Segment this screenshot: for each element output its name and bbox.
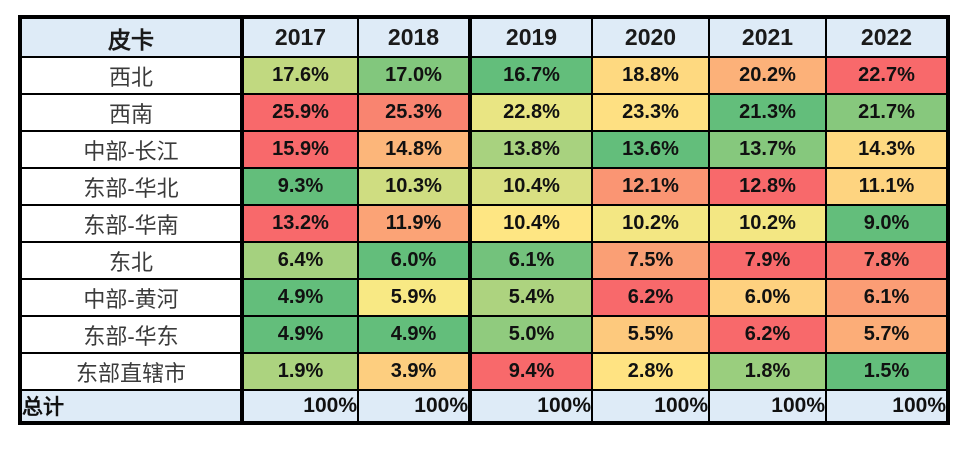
- share-cell: 10.4%: [468, 167, 593, 206]
- region-label: 东部-华南: [19, 204, 243, 243]
- share-cell: 22.7%: [825, 56, 949, 95]
- share-cell: 3.9%: [357, 352, 471, 391]
- share-cell: 5.4%: [468, 278, 593, 317]
- share-cell: 12.1%: [591, 167, 710, 206]
- share-cell: 16.7%: [468, 56, 593, 95]
- share-cell: 13.8%: [468, 130, 593, 169]
- share-cell: 5.0%: [468, 315, 593, 354]
- table-row: 东部-华北 9.3% 10.3% 10.4% 12.1% 12.8% 11.1%: [19, 167, 949, 206]
- pickup-region-share-table: 皮卡 2017 2018 2019 2020 2021 2022 西北 17.6% 17.0%…: [18, 15, 950, 425]
- share-cell: 6.1%: [825, 278, 949, 317]
- share-cell: 5.9%: [357, 278, 471, 317]
- share-cell: 9.0%: [825, 204, 949, 243]
- share-cell: 9.4%: [468, 352, 593, 391]
- share-cell: 11.9%: [357, 204, 471, 243]
- year-header-2022: 2022: [825, 16, 949, 58]
- region-label: 东部直辖市: [19, 352, 243, 391]
- share-cell: 1.8%: [708, 352, 827, 391]
- year-header-2019: 2019: [468, 16, 593, 58]
- share-cell: 25.3%: [357, 93, 471, 132]
- region-label: 中部-黄河: [19, 278, 243, 317]
- share-cell: 13.2%: [240, 204, 359, 243]
- region-label: 东部-华北: [19, 167, 243, 206]
- table-row: 西北 17.6% 17.0% 16.7% 18.8% 20.2% 22.7%: [19, 56, 949, 95]
- total-value-cell: 100%: [708, 389, 827, 424]
- share-cell: 7.9%: [708, 241, 827, 280]
- share-cell: 21.7%: [825, 93, 949, 132]
- share-cell: 10.3%: [357, 167, 471, 206]
- table-row: 东部-华南 13.2% 11.9% 10.4% 10.2% 10.2% 9.0%: [19, 204, 949, 243]
- total-value-cell: 100%: [240, 389, 359, 424]
- table-row: 西南 25.9% 25.3% 22.8% 23.3% 21.3% 21.7%: [19, 93, 949, 132]
- share-cell: 10.4%: [468, 204, 593, 243]
- table-row: 东北 6.4% 6.0% 6.1% 7.5% 7.9% 7.8%: [19, 241, 949, 280]
- table-row: 东部直辖市 1.9% 3.9% 9.4% 2.8% 1.8% 1.5%: [19, 352, 949, 391]
- share-cell: 2.8%: [591, 352, 710, 391]
- year-header-2021: 2021: [708, 16, 827, 58]
- share-cell: 4.9%: [357, 315, 471, 354]
- share-cell: 13.6%: [591, 130, 710, 169]
- share-cell: 17.0%: [357, 56, 471, 95]
- header-row: 皮卡 2017 2018 2019 2020 2021 2022: [19, 16, 949, 58]
- share-cell: 10.2%: [591, 204, 710, 243]
- table-body: 西北 17.6% 17.0% 16.7% 18.8% 20.2% 22.7% 西南 25.9% 2…: [19, 56, 949, 424]
- year-header-2017: 2017: [240, 16, 359, 58]
- heatmap-table: 皮卡 2017 2018 2019 2020 2021 2022 西北 17.6% 17.0%…: [18, 15, 950, 425]
- region-label: 西北: [19, 56, 243, 95]
- table-title-cell: 皮卡: [19, 16, 243, 58]
- total-value-cell: 100%: [825, 389, 949, 424]
- total-value-cell: 100%: [357, 389, 471, 424]
- region-label: 中部-长江: [19, 130, 243, 169]
- share-cell: 7.5%: [591, 241, 710, 280]
- total-value-cell: 100%: [468, 389, 593, 424]
- share-cell: 18.8%: [591, 56, 710, 95]
- share-cell: 6.2%: [708, 315, 827, 354]
- share-cell: 25.9%: [240, 93, 359, 132]
- region-label: 西南: [19, 93, 243, 132]
- share-cell: 15.9%: [240, 130, 359, 169]
- share-cell: 7.8%: [825, 241, 949, 280]
- total-row: 总计 100% 100% 100% 100% 100% 100%: [19, 389, 949, 424]
- share-cell: 23.3%: [591, 93, 710, 132]
- region-label: 东部-华东: [19, 315, 243, 354]
- total-label: 总计: [19, 389, 243, 424]
- year-header-2020: 2020: [591, 16, 710, 58]
- share-cell: 11.1%: [825, 167, 949, 206]
- share-cell: 10.2%: [708, 204, 827, 243]
- share-cell: 1.9%: [240, 352, 359, 391]
- share-cell: 13.7%: [708, 130, 827, 169]
- share-cell: 6.1%: [468, 241, 593, 280]
- share-cell: 6.2%: [591, 278, 710, 317]
- share-cell: 4.9%: [240, 278, 359, 317]
- total-value-cell: 100%: [591, 389, 710, 424]
- year-header-2018: 2018: [357, 16, 471, 58]
- table-row: 中部-长江 15.9% 14.8% 13.8% 13.6% 13.7% 14.3%: [19, 130, 949, 169]
- share-cell: 6.0%: [357, 241, 471, 280]
- share-cell: 9.3%: [240, 167, 359, 206]
- share-cell: 14.8%: [357, 130, 471, 169]
- table-row: 东部-华东 4.9% 4.9% 5.0% 5.5% 6.2% 5.7%: [19, 315, 949, 354]
- share-cell: 5.5%: [591, 315, 710, 354]
- share-cell: 6.0%: [708, 278, 827, 317]
- share-cell: 6.4%: [240, 241, 359, 280]
- region-label: 东北: [19, 241, 243, 280]
- share-cell: 21.3%: [708, 93, 827, 132]
- share-cell: 22.8%: [468, 93, 593, 132]
- share-cell: 1.5%: [825, 352, 949, 391]
- share-cell: 5.7%: [825, 315, 949, 354]
- share-cell: 12.8%: [708, 167, 827, 206]
- share-cell: 20.2%: [708, 56, 827, 95]
- share-cell: 17.6%: [240, 56, 359, 95]
- share-cell: 14.3%: [825, 130, 949, 169]
- share-cell: 4.9%: [240, 315, 359, 354]
- table-row: 中部-黄河 4.9% 5.9% 5.4% 6.2% 6.0% 6.1%: [19, 278, 949, 317]
